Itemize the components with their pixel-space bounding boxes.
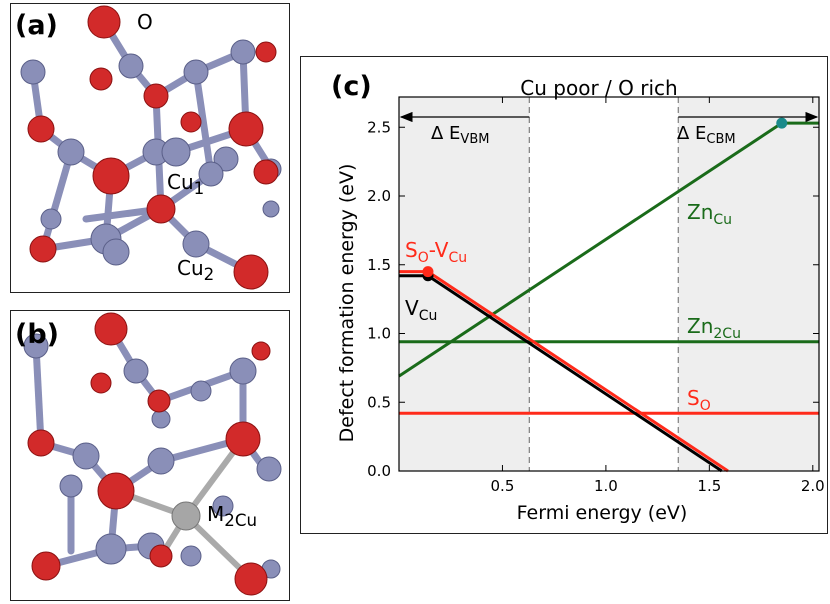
delta-evbm-label: Δ EVBM bbox=[431, 123, 489, 147]
axis-ticks: 0.5 1.0 1.5 2.0 0.0 0.5 1.0 1.5 2.0 2.5 bbox=[367, 97, 825, 495]
x-tick-label-2: 1.5 bbox=[697, 477, 721, 495]
series-label-zn2cu: Zn2Cu bbox=[687, 314, 741, 342]
cu2-label-sub: 2 bbox=[203, 265, 215, 284]
delta-ecbm-label: Δ ECBM bbox=[677, 123, 736, 147]
cu1-label-base: Cu bbox=[167, 170, 194, 194]
so-vcu-mid: -V bbox=[429, 238, 449, 262]
dopant-label-base: M bbox=[207, 502, 225, 526]
zncu-base: Zn bbox=[687, 200, 713, 224]
series-dot-2 bbox=[776, 117, 788, 129]
panel-b-tag: (b) bbox=[15, 319, 60, 350]
dopant-label: M2Cu bbox=[207, 502, 257, 530]
delta-ecbm-sub: CBM bbox=[706, 132, 735, 147]
series-dot-1 bbox=[422, 266, 434, 278]
y-tick-label-1: 0.5 bbox=[367, 393, 391, 411]
x-tick-label-0: 0.5 bbox=[491, 477, 515, 495]
series-label-zncu: ZnCu bbox=[687, 200, 732, 228]
shaded-region-0 bbox=[399, 97, 530, 471]
y-tick-label-5: 2.5 bbox=[367, 118, 391, 136]
shaded-regions bbox=[399, 97, 819, 471]
y-tick-label-0: 0.0 bbox=[367, 462, 391, 480]
y-tick-label-3: 1.5 bbox=[367, 256, 391, 274]
panel-b-oxygen-atoms bbox=[27, 312, 271, 596]
panel-b-structure bbox=[23, 312, 282, 596]
so-base: S bbox=[687, 386, 700, 410]
so-vcu-sub2: Cu bbox=[448, 250, 467, 266]
panel-a-copper-atoms bbox=[20, 39, 282, 266]
panel-a: (a) O Cu1 Cu2 bbox=[10, 3, 290, 293]
zn2cu-base: Zn bbox=[687, 314, 713, 338]
panel-c-tag: (c) bbox=[331, 71, 372, 102]
panel-a-oxygen-atoms bbox=[27, 5, 279, 290]
series-label-so-vcu: SO-VCu bbox=[405, 238, 467, 266]
series-label-vcu: VCu bbox=[405, 296, 437, 324]
y-axis-label: Defect formation energy (eV) bbox=[336, 164, 358, 443]
x-tick-label-1: 1.0 bbox=[594, 477, 618, 495]
x-tick-label-3: 2.0 bbox=[801, 477, 825, 495]
cu2-label-base: Cu bbox=[177, 256, 204, 280]
plot-frame bbox=[398, 96, 820, 472]
cu1-label: Cu1 bbox=[167, 170, 204, 198]
panel-a-tag: (a) bbox=[15, 10, 58, 41]
so-sub: O bbox=[700, 398, 711, 414]
so-vcu-sub1: O bbox=[418, 250, 429, 266]
delta-evbm-sub: VBM bbox=[460, 132, 489, 147]
panel-c: 0.5 1.0 1.5 2.0 0.0 0.5 1.0 1.5 2.0 2.5 (c) Cu po… bbox=[300, 56, 828, 534]
panel-b-copper-atoms bbox=[23, 333, 282, 579]
y-tick-label-4: 2.0 bbox=[367, 187, 391, 205]
cu1-label-sub: 1 bbox=[193, 179, 205, 198]
shaded-region-1 bbox=[678, 97, 819, 471]
series-dots bbox=[422, 117, 788, 282]
y-tick-label-2: 1.0 bbox=[367, 325, 391, 343]
zncu-sub: Cu bbox=[713, 212, 732, 228]
cu2-label: Cu2 bbox=[177, 256, 214, 284]
dopant-atom bbox=[171, 501, 201, 531]
series-label-so: SO bbox=[687, 386, 711, 414]
dopant-label-sub: 2Cu bbox=[224, 511, 258, 530]
panel-b: (b) M2Cu bbox=[10, 310, 290, 601]
zn2cu-sub: 2Cu bbox=[713, 326, 741, 342]
so-vcu-base: S bbox=[405, 238, 418, 262]
vcu-base: V bbox=[405, 296, 419, 320]
oxygen-label: O bbox=[137, 10, 153, 34]
band-edge-lines bbox=[528, 97, 679, 471]
x-axis-label: Fermi energy (eV) bbox=[517, 502, 688, 524]
delta-evbm-base: Δ E bbox=[431, 123, 460, 144]
chart-header: Cu poor / O rich bbox=[520, 76, 677, 100]
panel-a-structure bbox=[20, 5, 282, 290]
vcu-sub: Cu bbox=[419, 308, 438, 324]
defect-formation-chart: 0.5 1.0 1.5 2.0 0.0 0.5 1.0 1.5 2.0 2.5 (c) Cu po… bbox=[331, 71, 825, 524]
delta-ecbm-base: Δ E bbox=[677, 123, 706, 144]
